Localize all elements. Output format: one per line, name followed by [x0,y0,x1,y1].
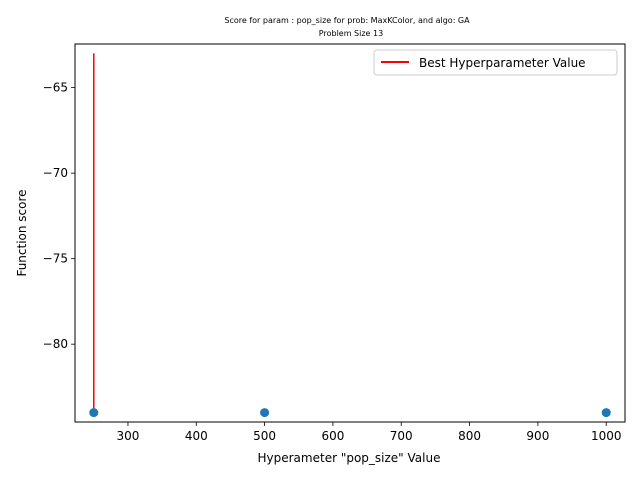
x-tick-label: 500 [253,429,276,443]
x-tick-label: 600 [321,429,344,443]
data-point [89,408,99,418]
chart-title: Score for param : pop_size for prob: Max… [224,16,470,25]
chart-subtitle: Problem Size 13 [319,29,383,38]
y-axis-label: Function score [15,189,29,276]
x-tick-label: 700 [390,429,413,443]
x-tick-label: 1000 [591,429,622,443]
y-tick-label: −75 [43,252,68,266]
x-axis-ticks: 300 400 500 600 700 800 900 1000 [116,422,621,443]
plot-frame [74,43,626,423]
y-tick-label: −65 [43,81,68,95]
x-axis-label: Hyperameter "pop_size" Value [258,451,441,465]
plot-points [89,408,611,418]
legend-label: Best Hyperparameter Value [419,56,586,70]
y-tick-label: −80 [43,337,68,351]
x-tick-label: 300 [116,429,139,443]
y-axis-ticks: −65 −70 −75 −80 [43,81,75,351]
x-tick-label: 400 [185,429,208,443]
x-tick-label: 800 [458,429,481,443]
data-point [601,408,611,418]
data-point [260,408,270,418]
x-tick-label: 900 [526,429,549,443]
legend: Best Hyperparameter Value [373,49,618,76]
legend-box [373,49,618,76]
y-tick-label: −70 [43,166,68,180]
